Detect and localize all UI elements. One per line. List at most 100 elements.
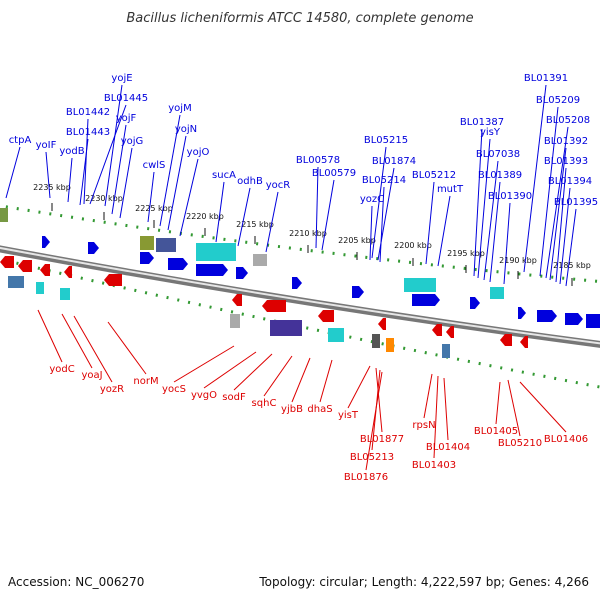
feature-block (442, 344, 450, 358)
gene-label: BL01874 (372, 156, 416, 167)
gene-label: BL01405 (474, 426, 518, 437)
gene-leader-line (375, 367, 383, 433)
gene-leader-line (555, 167, 567, 283)
feature-block (230, 314, 240, 328)
gene-label: cwlS (143, 160, 166, 171)
tick-label: 2210 kbp (289, 229, 327, 238)
gene-label: BL01391 (524, 73, 568, 84)
reverse-gene-arrow (18, 260, 32, 272)
reverse-gene-arrow (0, 256, 14, 268)
gene-leader-line (489, 181, 501, 283)
forward-gene-arrow (565, 313, 583, 325)
gene-leader-line (433, 375, 439, 459)
genome-summary: Topology: circular; Length: 4,222,597 bp… (258, 575, 589, 589)
gene-label: yojN (175, 124, 197, 135)
gene-label: BL01404 (426, 442, 470, 453)
accession-label: Accession: NC_006270 (8, 575, 144, 589)
reverse-gene-arrow (500, 334, 512, 346)
feature-block (253, 254, 267, 266)
map-title: Bacillus licheniformis ATCC 14580, compl… (126, 11, 473, 26)
gene-leader-line (539, 106, 559, 277)
feature-block (8, 276, 24, 288)
gene-leader-line (61, 313, 93, 369)
gene-label: yoaJ (81, 370, 102, 381)
gene-label: yocS (162, 384, 186, 395)
gene-label: BL00579 (312, 168, 356, 179)
feature-block (328, 328, 344, 342)
gene-label: rpsN (412, 420, 435, 431)
tick-layer: 2235 kbp 2230 kbp 2225 kbp 2220 kbp 2215 kbp… (33, 183, 591, 286)
gene-leader-line (167, 135, 187, 231)
gene-label: BL01394 (548, 176, 592, 187)
gene-label: yojF (116, 113, 137, 124)
gene-label: BL01877 (360, 434, 404, 445)
gene-leader-line (545, 126, 569, 279)
reverse-gene-arrow (232, 294, 242, 306)
gene-label: BL05215 (364, 135, 408, 146)
gene-label: BL01876 (344, 472, 388, 483)
gene-leader-line (503, 202, 511, 285)
gene-label: BL01387 (460, 117, 504, 128)
feature-block (60, 288, 70, 300)
feature-block (404, 278, 436, 292)
gene-leader-line (83, 118, 89, 205)
reverse-gene-arrow (262, 300, 286, 312)
gene-label: sucA (212, 170, 236, 181)
gene-leader-line (203, 351, 257, 389)
gene-label: BL01403 (412, 460, 456, 471)
gene-leader-line (369, 205, 373, 261)
tick-label: 2205 kbp (338, 236, 376, 245)
feature-block (156, 238, 176, 252)
gene-label: dhaS (307, 404, 332, 415)
gene-label: yjbB (281, 404, 303, 415)
tick-label: 2185 kbp (553, 261, 591, 270)
gene-leader-line (179, 158, 199, 237)
gene-label: BL05210 (498, 438, 542, 449)
forward-gene-arrow (412, 294, 440, 306)
feature-block (586, 314, 600, 328)
feature-block (0, 208, 8, 222)
gene-label: BL01393 (544, 156, 588, 167)
gene-leader-line (425, 181, 435, 265)
gene-leader-line (347, 365, 371, 409)
tick-label: 2225 kbp (135, 204, 173, 213)
gene-leader-line (549, 147, 567, 281)
gene-leader-line (173, 345, 235, 383)
gene-label: BL01392 (544, 136, 588, 147)
reverse-gene-arrow (104, 274, 122, 286)
tick-label: 2220 kbp (186, 212, 224, 221)
gene-label: BL01442 (66, 107, 110, 118)
forward-gene-arrow (42, 236, 50, 248)
gene-label: yodB (59, 146, 84, 157)
gene-leader-line (263, 355, 293, 397)
gene-label: ctpA (9, 135, 32, 146)
gene-leader-line (437, 195, 451, 267)
reverse-gene-arrow (64, 266, 72, 278)
gene-leader-line (371, 146, 387, 259)
forward-gene-arrow (470, 297, 480, 309)
gene-leader-line (73, 315, 113, 383)
feature-block (196, 243, 236, 261)
gene-leader-line (379, 186, 385, 263)
gene-label: BL00578 (296, 155, 340, 166)
gene-label: yozR (100, 384, 124, 395)
forward-gene-arrow (168, 258, 188, 270)
reverse-gene-arrow (446, 326, 454, 338)
gene-leader-line (233, 353, 273, 391)
gene-leader-line (519, 381, 567, 433)
gene-label: yisT (338, 410, 359, 421)
tick-label: 2215 kbp (236, 220, 274, 229)
feature-block (386, 338, 394, 352)
gene-leader-line (291, 357, 311, 403)
gene-label: yojM (168, 103, 191, 114)
tick-label: 2235 kbp (33, 183, 71, 192)
gene-leader-line (495, 381, 501, 425)
forward-gene-arrow (292, 277, 302, 289)
gene-leader-line (321, 179, 335, 251)
genome-backbone-highlight (0, 246, 600, 345)
gene-leader-line (443, 377, 449, 441)
gene-leader-line (507, 379, 521, 437)
